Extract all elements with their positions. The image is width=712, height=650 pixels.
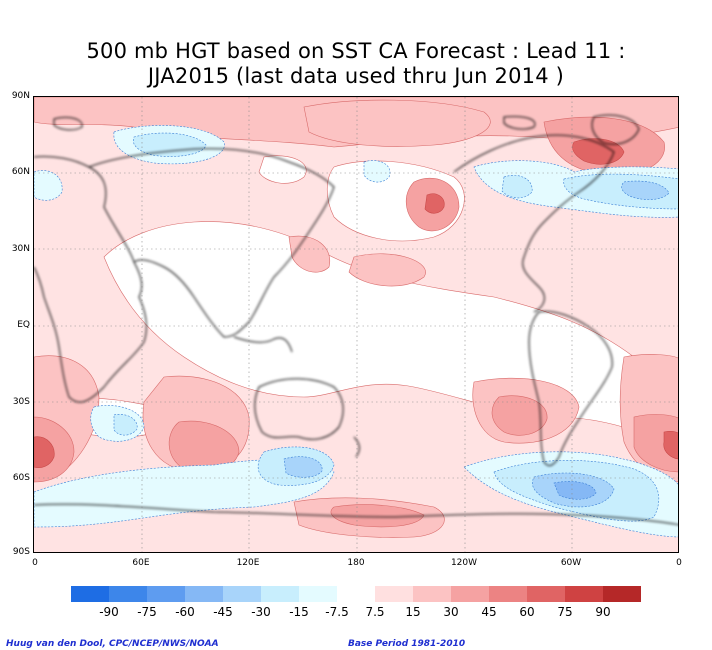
lat-label-30s: 30S xyxy=(12,397,30,407)
chart-title-line-2: JJA2015 (last data used thru Jun 2014 ) xyxy=(147,64,565,88)
colorbar-tick: 60 xyxy=(519,605,535,619)
colorbar-swatch xyxy=(261,586,299,602)
colorbar-swatch xyxy=(375,586,413,602)
colorbar-swatch xyxy=(413,586,451,602)
negative-anomaly-45 xyxy=(553,481,597,500)
lon-label-60e: 60E xyxy=(132,558,150,568)
colorbar-tick: 15 xyxy=(405,605,421,619)
colorbar-swatch xyxy=(603,586,641,602)
lat-label-90n: 90N xyxy=(11,91,30,101)
colorbar-tick: -60 xyxy=(175,605,195,619)
colorbar-swatch xyxy=(489,586,527,602)
colorbar-swatch xyxy=(299,586,337,602)
lat-label-60n: 60N xyxy=(11,167,30,177)
colorbar-tick: 75 xyxy=(557,605,573,619)
lon-label-0-right: 0 xyxy=(676,558,682,568)
lon-label-180: 180 xyxy=(347,558,365,568)
colorbar-swatch xyxy=(223,586,261,602)
lat-label-90s: 90S xyxy=(12,547,30,557)
colorbar-swatch xyxy=(337,586,375,602)
colorbar-swatch xyxy=(147,586,185,602)
colorbar-swatch xyxy=(185,586,223,602)
colorbar-swatch xyxy=(71,586,109,602)
coastlines xyxy=(34,114,678,526)
colorbar-tick: -75 xyxy=(137,605,157,619)
colorbar-tick: -45 xyxy=(213,605,233,619)
colorbar-swatch xyxy=(451,586,489,602)
colorbar-tick: 7.5 xyxy=(365,605,385,619)
colorbar-swatch xyxy=(527,586,565,602)
colorbar-tick: 45 xyxy=(481,605,497,619)
lat-label-30n: 30N xyxy=(11,244,30,254)
base-period-note: Base Period 1981-2010 xyxy=(348,639,466,649)
colorbar-tick: 90 xyxy=(595,605,611,619)
author-credit: Huug van den Dool, CPC/NCEP/NWS/NOAA xyxy=(6,639,219,649)
colorbar-tick: -30 xyxy=(251,605,271,619)
colorbar-tick: -90 xyxy=(99,605,119,619)
lon-label-60w: 60W xyxy=(560,558,582,568)
color-scale-bar xyxy=(71,586,641,602)
lat-label-60s: 60S xyxy=(12,473,30,483)
lat-label-eq: EQ xyxy=(17,320,30,330)
colorbar-tick: -15 xyxy=(289,605,309,619)
lon-label-0-left: 0 xyxy=(32,558,38,568)
chart-title-line-1: 500 mb HGT based on SST CA Forecast : Le… xyxy=(86,39,626,63)
lon-label-120e: 120E xyxy=(236,558,260,568)
colorbar-tick: 30 xyxy=(443,605,459,619)
colorbar-swatch xyxy=(109,586,147,602)
lon-label-120w: 120W xyxy=(450,558,478,568)
colorbar-swatch xyxy=(565,586,603,602)
anomaly-map-svg xyxy=(34,97,678,552)
colorbar-tick: -7.5 xyxy=(325,605,349,619)
anomaly-map xyxy=(33,96,679,553)
